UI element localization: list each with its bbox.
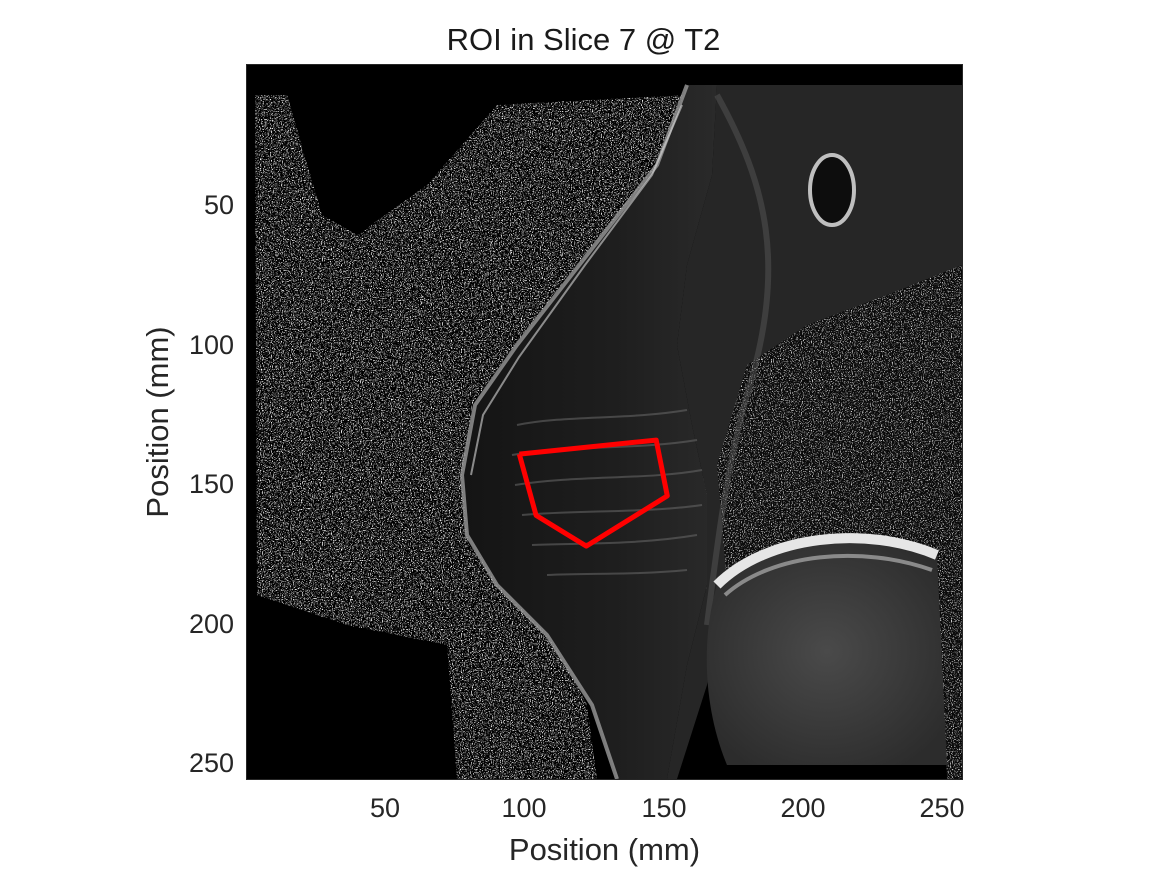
ytick-label: 150: [188, 469, 234, 499]
xtick-label: 150: [641, 793, 687, 823]
ytick-label: 100: [188, 330, 234, 360]
ytick-label: 200: [188, 609, 234, 639]
roi-polygon: [516, 437, 670, 549]
xtick-label: 50: [369, 793, 401, 823]
mri-image: [247, 65, 962, 779]
xtick-label: 200: [780, 793, 826, 823]
ytick-label: 50: [203, 190, 234, 220]
figure-title: ROI in Slice 7 @ T2: [446, 22, 721, 57]
y-axis-label: Position (mm): [140, 326, 175, 518]
xtick-label: 100: [501, 793, 547, 823]
ytick-label: 250: [188, 748, 234, 778]
x-axis-label: Position (mm): [508, 832, 701, 867]
image-axes: [247, 65, 962, 779]
xtick-label: 250: [919, 793, 965, 823]
